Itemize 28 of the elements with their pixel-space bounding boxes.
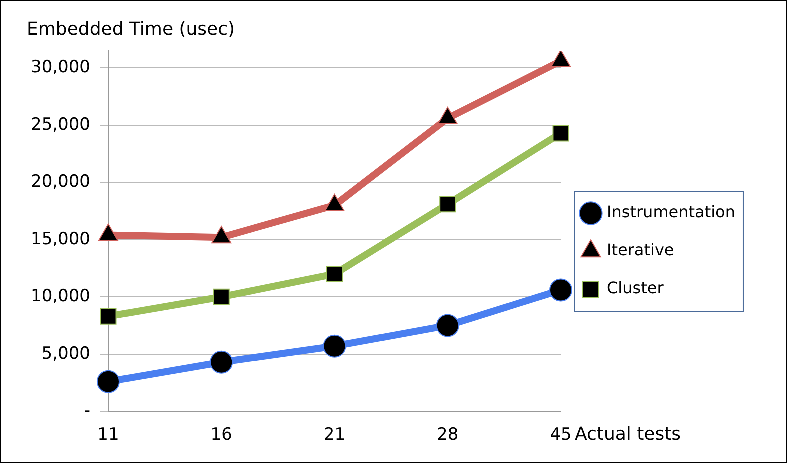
legend-label: Instrumentation — [607, 202, 736, 222]
y-tick-label: 15,000 — [31, 229, 90, 250]
point — [213, 288, 230, 306]
y-tick-label: 20,000 — [31, 172, 90, 192]
x-tick-label: 45 — [550, 425, 572, 446]
point — [323, 334, 346, 358]
point — [550, 51, 572, 68]
y-tick-label: 5,000 — [42, 344, 90, 364]
x-tick-label: 21 — [324, 425, 346, 446]
legend-label: Iterative — [607, 240, 674, 260]
y-axis-title: Embedded Time (usec) — [27, 19, 236, 40]
point — [96, 370, 120, 394]
y-tick-label: 30,000 — [31, 58, 90, 78]
point — [436, 314, 460, 338]
point — [210, 350, 234, 374]
point — [100, 308, 117, 325]
y-tick-label: 10,000 — [31, 286, 90, 307]
legend-label: Cluster — [607, 278, 664, 298]
point — [326, 266, 344, 283]
x-tick-label: 16 — [210, 425, 232, 446]
point — [440, 196, 456, 213]
point — [550, 278, 572, 302]
point — [438, 107, 458, 125]
y-tick-label: - — [84, 401, 90, 422]
x-tick-label: 28 — [437, 425, 459, 446]
x-tick-label: 11 — [98, 425, 120, 446]
x-axis-title: Actual tests — [575, 424, 682, 445]
y-tick-label: 25,000 — [31, 114, 90, 135]
